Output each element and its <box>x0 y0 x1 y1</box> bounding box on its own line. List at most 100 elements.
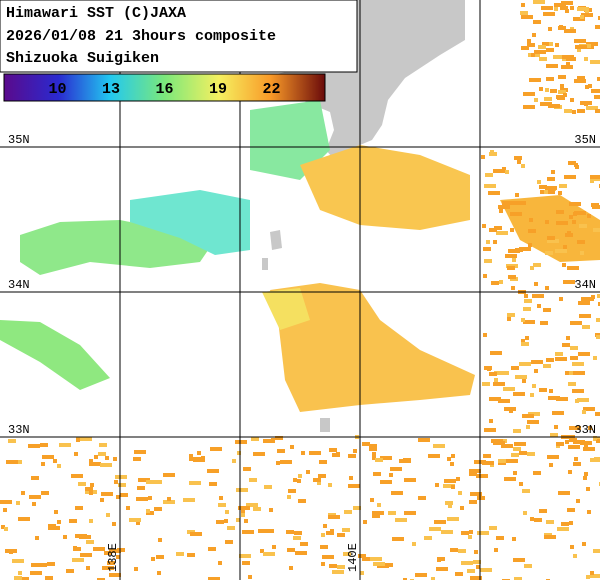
sst-pixel <box>569 426 581 430</box>
sst-pixel <box>562 55 574 59</box>
sst-pixel <box>566 336 570 340</box>
sst-pixel <box>484 184 496 188</box>
sst-pixel <box>563 93 567 97</box>
sst-pixel <box>528 229 536 233</box>
sst-pixel <box>540 102 552 106</box>
sst-pixel <box>201 456 205 460</box>
sst-pixel <box>560 6 568 10</box>
sst-pixel <box>596 335 600 339</box>
sst-pixel <box>163 500 175 504</box>
sst-pixel <box>156 555 164 559</box>
sst-pixel <box>521 164 525 168</box>
sst-pixel <box>532 384 536 388</box>
sst-pixel <box>523 92 535 96</box>
sst-pixel <box>370 498 374 502</box>
sst-pixel <box>412 542 416 546</box>
sst-pixel <box>494 371 502 375</box>
sst-pixel <box>547 236 555 240</box>
sst-pixel <box>523 105 535 109</box>
sst-pixel <box>150 480 162 484</box>
sst-pixel <box>209 482 217 486</box>
sst-pixel <box>507 313 515 317</box>
sst-pixel <box>514 156 522 160</box>
sst-pixel <box>521 3 525 7</box>
sst-pixel <box>447 517 459 521</box>
sst-pixel <box>568 470 572 474</box>
sst-pixel <box>511 286 515 290</box>
sst-pixel <box>277 449 285 453</box>
sst-pixel <box>513 447 521 451</box>
sst-pixel <box>380 456 392 460</box>
sst-pixel <box>593 549 600 553</box>
sst-pixel <box>63 535 67 539</box>
sst-pixel <box>570 98 574 102</box>
sst-pixel <box>583 407 595 411</box>
sst-pixel <box>596 439 600 443</box>
sst-pixel <box>269 508 273 512</box>
sst-pixel <box>328 483 332 487</box>
sst-pixel <box>232 459 236 463</box>
sst-pixel <box>519 362 531 366</box>
sst-pixel <box>97 578 105 580</box>
sst-pixel <box>537 180 541 184</box>
sst-pixel <box>372 456 376 460</box>
sst-pixel <box>585 85 589 89</box>
sst-pixel <box>543 364 551 368</box>
sst-pixel <box>113 457 117 461</box>
sst-pixel <box>489 372 497 376</box>
sst-pixel <box>395 518 407 522</box>
sst-pixel <box>519 247 531 251</box>
sst-pixel <box>513 558 525 562</box>
sst-pixel <box>578 352 590 356</box>
sst-pixel <box>337 565 345 569</box>
sst-pixel <box>163 473 175 477</box>
sst-pixel <box>399 459 411 463</box>
sst-pixel <box>568 445 580 449</box>
sst-pixel <box>157 571 161 575</box>
sst-pixel <box>571 161 575 165</box>
sst-pixel <box>548 104 560 108</box>
lat-label: 34N <box>8 278 30 292</box>
sst-pixel <box>29 495 41 499</box>
sst-pixel <box>443 484 455 488</box>
sst-pixel <box>235 440 247 444</box>
sst-pixel <box>41 462 45 466</box>
sst-pixel <box>332 453 340 457</box>
sst-pixel <box>572 362 584 366</box>
sst-pixel <box>588 84 592 88</box>
sst-pixel <box>469 472 477 476</box>
sst-pixel <box>370 557 382 561</box>
sst-pixel <box>21 491 25 495</box>
sst-pixel <box>294 531 302 535</box>
sst-pixel <box>565 440 569 444</box>
sst-pixel <box>510 228 514 232</box>
sst-pixel <box>86 540 94 544</box>
sst-pixel <box>493 169 505 173</box>
sst-pixel <box>76 437 88 441</box>
sst-pixel <box>498 399 510 403</box>
sst-pixel <box>461 561 473 565</box>
colorbar-tick-label: 13 <box>102 81 120 98</box>
lat-label: 33N <box>574 423 596 437</box>
sst-pixel <box>353 506 361 510</box>
sst-pixel <box>260 549 264 553</box>
sst-pixel <box>522 414 534 418</box>
sst-pixel <box>126 506 130 510</box>
sst-pixel <box>499 280 503 284</box>
sst-pixel <box>319 460 327 464</box>
sst-pixel <box>218 503 226 507</box>
sst-pixel <box>573 371 585 375</box>
sst-pixel <box>534 518 542 522</box>
sst-pixel <box>548 27 552 31</box>
sst-pixel <box>469 500 477 504</box>
sst-pixel <box>555 43 559 47</box>
sst-pixel <box>501 371 509 375</box>
sst-pixel <box>4 527 8 531</box>
sst-pixel <box>569 438 577 442</box>
sst-pixel <box>491 281 499 285</box>
sst-pixel <box>527 420 539 424</box>
sst-pixel <box>437 557 445 561</box>
sst-pixel <box>490 351 502 355</box>
